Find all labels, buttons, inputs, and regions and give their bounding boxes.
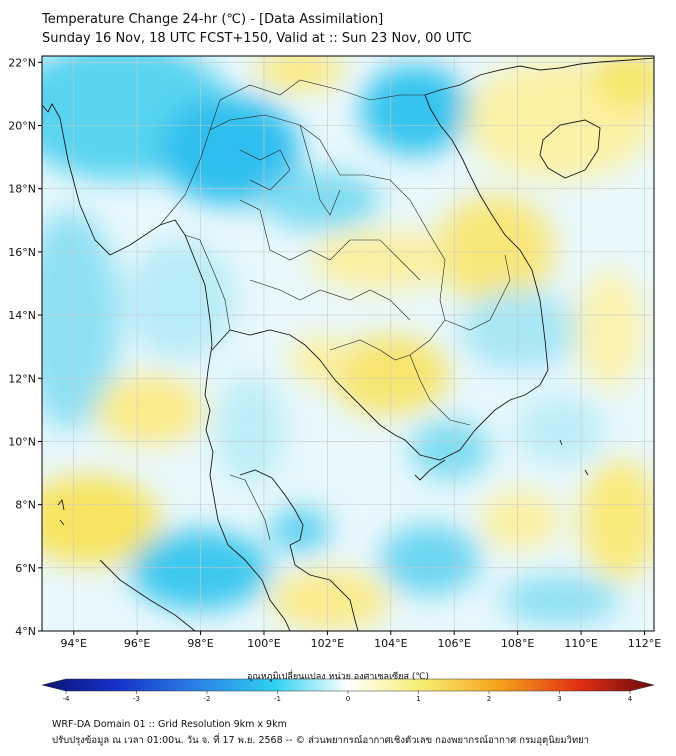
- chart-title-line1: Temperature Change 24-hr (℃) - [Data Ass…: [42, 12, 384, 27]
- lat-tick-label: 16°N: [8, 246, 36, 259]
- colorbar-tick-label: -4: [63, 695, 71, 703]
- lat-tick-label: 6°N: [15, 562, 36, 575]
- longitude-axis: 94°E 96°E 98°E 100°E 102°E 104°E 106°E 108°E 110…: [60, 631, 661, 650]
- lon-tick-label: 104°E: [374, 637, 407, 650]
- colorbar-label: อุณหภูมิเปลี่ยนแปลง หน่วย องศาเซลเซียส (…: [246, 672, 430, 682]
- lon-tick-label: 94°E: [60, 637, 86, 650]
- lon-tick-label: 108°E: [501, 637, 534, 650]
- borders: [159, 79, 511, 541]
- lat-tick-label: 12°N: [8, 372, 36, 385]
- colorbar: -4 -3 -2 -1 0 1 2 3 4: [41, 678, 655, 703]
- chart-title-line2: Sunday 16 Nov, 18 UTC FCST+150, Valid at…: [42, 31, 472, 46]
- colorbar-tick-label: 2: [487, 695, 491, 703]
- lat-tick-label: 14°N: [8, 309, 36, 322]
- lon-tick-label: 98°E: [187, 637, 213, 650]
- lat-tick-label: 22°N: [8, 56, 36, 69]
- colorbar-tick-label: -3: [133, 695, 140, 703]
- temperature-field: [42, 56, 654, 631]
- lon-tick-label: 102°E: [311, 637, 344, 650]
- footer-line1: WRF-DA Domain 01 :: Grid Resolution 9km …: [52, 719, 287, 730]
- colorbar-tick-label: -2: [204, 695, 211, 703]
- lat-tick-label: 10°N: [8, 435, 36, 448]
- colorbar-ticks: -4 -3 -2 -1 0 1 2 3 4: [63, 691, 633, 703]
- lon-tick-label: 110°E: [564, 637, 597, 650]
- lon-tick-label: 100°E: [247, 637, 280, 650]
- latitude-axis: 22°N 20°N 18°N 16°N 14°N 12°N 10°N 8°N 6°N 4°N: [8, 56, 42, 638]
- lat-tick-label: 20°N: [8, 120, 36, 133]
- lat-tick-label: 8°N: [15, 499, 36, 512]
- lon-tick-label: 96°E: [124, 637, 150, 650]
- colorbar-tick-label: 0: [346, 695, 350, 703]
- lon-tick-label: 106°E: [438, 637, 471, 650]
- lat-tick-label: 18°N: [8, 183, 36, 196]
- map-frame: [41, 55, 655, 632]
- colorbar-tick-label: 4: [628, 695, 633, 703]
- footer-line2: ปรับปรุงข้อมูล ณ เวลา 01:00น. วัน จ. ที่…: [52, 735, 590, 746]
- lat-tick-label: 4°N: [15, 625, 36, 638]
- colorbar-tick-label: 1: [416, 695, 420, 703]
- colorbar-tick-label: 3: [557, 695, 561, 703]
- coastlines: [42, 57, 654, 631]
- lon-tick-label: 112°E: [628, 637, 661, 650]
- colorbar-tick-label: -1: [274, 695, 281, 703]
